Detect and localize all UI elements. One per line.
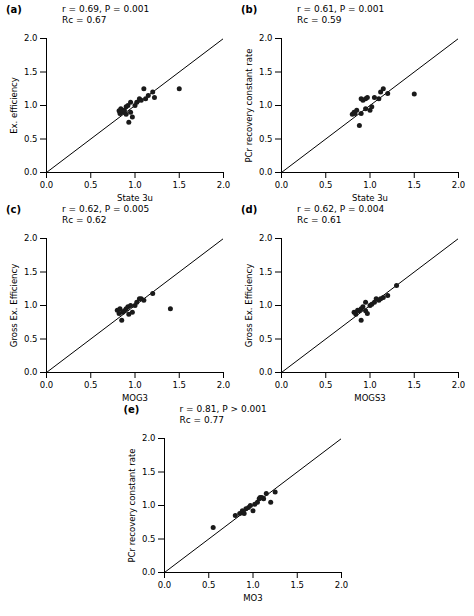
svg-text:1.5: 1.5 [24,67,38,77]
svg-text:2.0: 2.0 [334,580,348,590]
svg-text:0.5: 0.5 [319,180,333,190]
svg-text:PCr recovery constant rate: PCr recovery constant rate [126,448,136,562]
svg-text:2.0: 2.0 [259,233,273,243]
svg-text:MOGS3: MOGS3 [354,393,385,403]
svg-text:0.5: 0.5 [24,334,38,344]
svg-text:0.5: 0.5 [259,134,273,144]
html-text:r = 0.62, P = 0.004 Rc = 0.61: r = 0.62, P = 0.004 Rc = 0.61 [297,204,385,225]
svg-text:2.0: 2.0 [217,180,231,190]
svg-text:1.5: 1.5 [24,267,38,277]
svg-text:0.0: 0.0 [40,180,54,190]
html-text:(b): (b) [241,4,258,15]
svg-text:0.0: 0.0 [275,380,289,390]
svg-text:2.0: 2.0 [452,380,466,390]
svg-text:0.5: 0.5 [141,534,155,544]
svg-text:1.0: 1.0 [246,580,260,590]
svg-text:1.0: 1.0 [363,180,377,190]
svg-text:1.0: 1.0 [141,500,155,510]
html-text:r = 0.81, P > 0.001 Rc = 0.77: r = 0.81, P > 0.001 Rc = 0.77 [179,404,267,425]
svg-text:2.0: 2.0 [217,380,231,390]
svg-text:2.0: 2.0 [259,33,273,43]
svg-text:0.0: 0.0 [259,367,273,377]
svg-text:State 3u: State 3u [352,193,388,203]
svg-text:1.0: 1.0 [24,300,38,310]
svg-text:1.5: 1.5 [141,467,155,477]
svg-text:1.0: 1.0 [259,300,273,310]
svg-text:0.5: 0.5 [84,180,98,190]
html-text:r = 0.62, P = 0.005 Rc = 0.62: r = 0.62, P = 0.005 Rc = 0.62 [62,204,150,225]
svg-text:State 3u: State 3u [117,193,153,203]
svg-text:1.5: 1.5 [259,267,273,277]
svg-text:1.5: 1.5 [172,380,186,390]
svg-text:0.0: 0.0 [24,367,38,377]
svg-text:Gross Ex. Efficiency: Gross Ex. Efficiency [9,264,19,347]
html-text:(e): (e) [123,404,140,415]
svg-text:1.0: 1.0 [128,380,142,390]
html-text:r = 0.69, P = 0.001 Rc = 0.67: r = 0.69, P = 0.001 Rc = 0.67 [62,4,150,25]
svg-text:MO3: MO3 [243,593,262,603]
svg-text:1.5: 1.5 [259,67,273,77]
svg-text:0.0: 0.0 [40,380,54,390]
svg-text:0.5: 0.5 [84,380,98,390]
svg-text:PCr recovery constant rate: PCr recovery constant rate [244,48,254,162]
html-text:(c): (c) [6,204,22,215]
html-text:r = 0.61, P = 0.001 Rc = 0.59: r = 0.61, P = 0.001 Rc = 0.59 [297,4,385,25]
svg-text:0.0: 0.0 [24,167,38,177]
svg-text:0.5: 0.5 [201,580,215,590]
svg-text:0.0: 0.0 [141,567,155,577]
svg-text:1.5: 1.5 [290,580,304,590]
svg-text:0.5: 0.5 [319,380,333,390]
svg-text:1.5: 1.5 [172,180,186,190]
svg-text:0.0: 0.0 [275,180,289,190]
svg-text:2.0: 2.0 [24,33,38,43]
svg-text:1.0: 1.0 [128,180,142,190]
html-text:(a): (a) [6,4,22,15]
svg-text:1.0: 1.0 [24,100,38,110]
svg-text:1.5: 1.5 [407,380,421,390]
svg-text:2.0: 2.0 [452,180,466,190]
svg-text:0.5: 0.5 [24,134,38,144]
svg-text:1.0: 1.0 [363,380,377,390]
html-text:(d): (d) [241,204,258,215]
svg-text:0.0: 0.0 [157,580,171,590]
svg-text:2.0: 2.0 [24,233,38,243]
svg-text:2.0: 2.0 [141,433,155,443]
svg-text:0.0: 0.0 [259,167,273,177]
svg-text:1.5: 1.5 [407,180,421,190]
svg-text:MOG3: MOG3 [122,393,148,403]
svg-text:Ex. efficiency: Ex. efficiency [9,77,19,134]
svg-text:1.0: 1.0 [259,100,273,110]
svg-text:Gross Ex. Efficiency: Gross Ex. Efficiency [244,264,254,347]
svg-text:0.5: 0.5 [259,334,273,344]
